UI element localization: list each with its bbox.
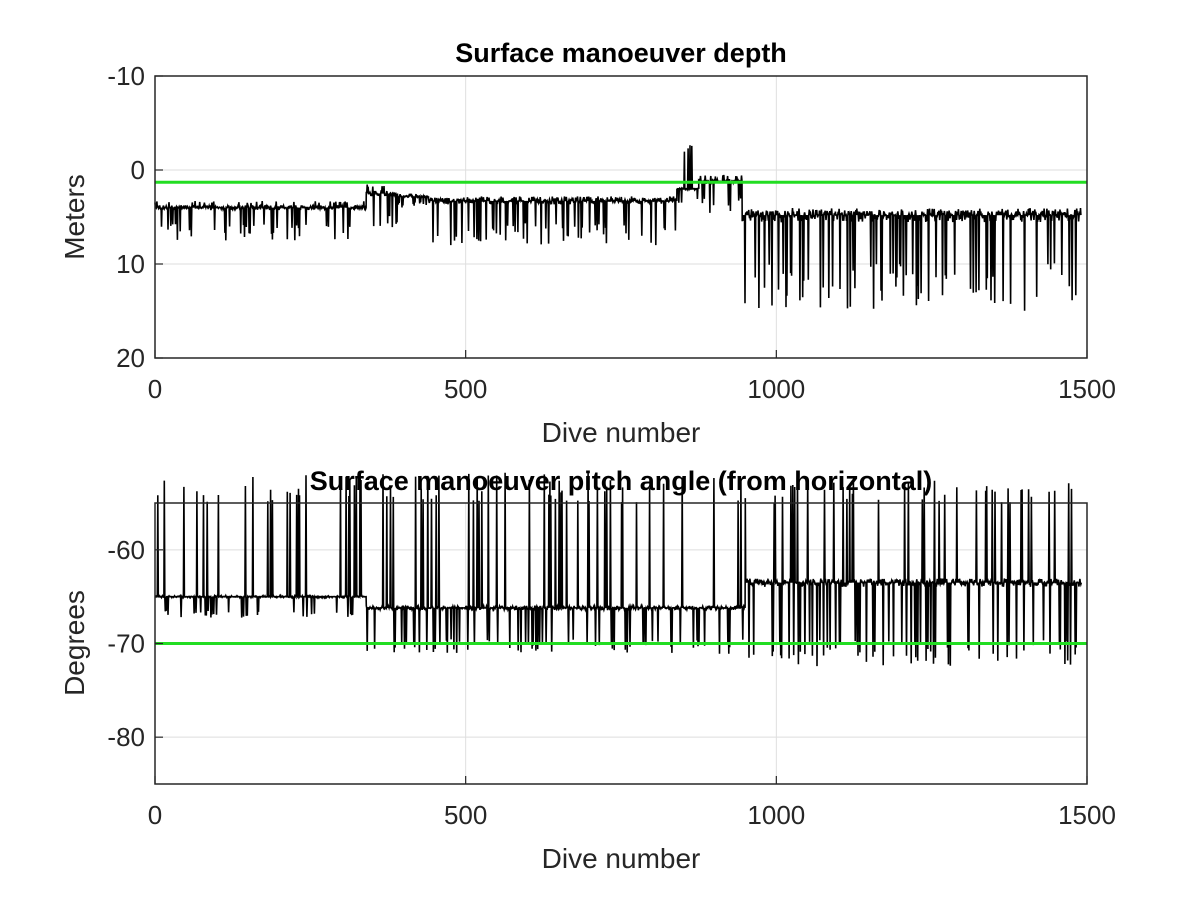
x-tick-label: 500 bbox=[444, 800, 487, 830]
y-tick-label: -70 bbox=[107, 629, 145, 659]
x-axis-label: Dive number bbox=[542, 843, 701, 874]
y-tick-label: 0 bbox=[131, 155, 145, 185]
y-tick-label: 10 bbox=[116, 249, 145, 279]
x-axis-label: Dive number bbox=[542, 417, 701, 448]
x-tick-label: 1000 bbox=[747, 374, 805, 404]
y-tick-labels: -10 0 10 20 bbox=[107, 61, 163, 373]
data-series bbox=[154, 472, 1083, 667]
grid bbox=[155, 76, 1087, 358]
y-tick-label: -60 bbox=[107, 535, 145, 565]
y-axis-label: Degrees bbox=[59, 590, 90, 696]
y-tick-label: 20 bbox=[116, 343, 145, 373]
y-axis-label: Meters bbox=[59, 174, 90, 260]
x-tick-labels: 0 500 1000 1500 bbox=[148, 776, 1116, 830]
x-tick-label: 1000 bbox=[747, 800, 805, 830]
x-tick-label: 1500 bbox=[1058, 374, 1116, 404]
plot-frame bbox=[154, 75, 1088, 359]
y-tick-label: -10 bbox=[107, 61, 145, 91]
x-tick-label: 0 bbox=[148, 800, 162, 830]
series-line bbox=[154, 145, 1082, 311]
depth-chart: Surface manoeuver depth 0 500 1000 1500 -10… bbox=[59, 38, 1116, 448]
y-tick-label: -80 bbox=[107, 722, 145, 752]
x-tick-label: 0 bbox=[148, 374, 162, 404]
pitch-chart: Surface manoeuver pitch angle (from hori… bbox=[59, 466, 1116, 874]
x-tick-label: 1500 bbox=[1058, 800, 1116, 830]
chart-title: Surface manoeuver pitch angle (from hori… bbox=[310, 466, 933, 496]
x-tick-label: 500 bbox=[444, 374, 487, 404]
y-tick-labels: -60 -70 -80 bbox=[107, 535, 163, 752]
series-line bbox=[154, 472, 1083, 667]
x-tick-labels: 0 500 1000 1500 bbox=[148, 350, 1116, 404]
chart-title: Surface manoeuver depth bbox=[455, 38, 787, 68]
data-series bbox=[154, 145, 1082, 311]
